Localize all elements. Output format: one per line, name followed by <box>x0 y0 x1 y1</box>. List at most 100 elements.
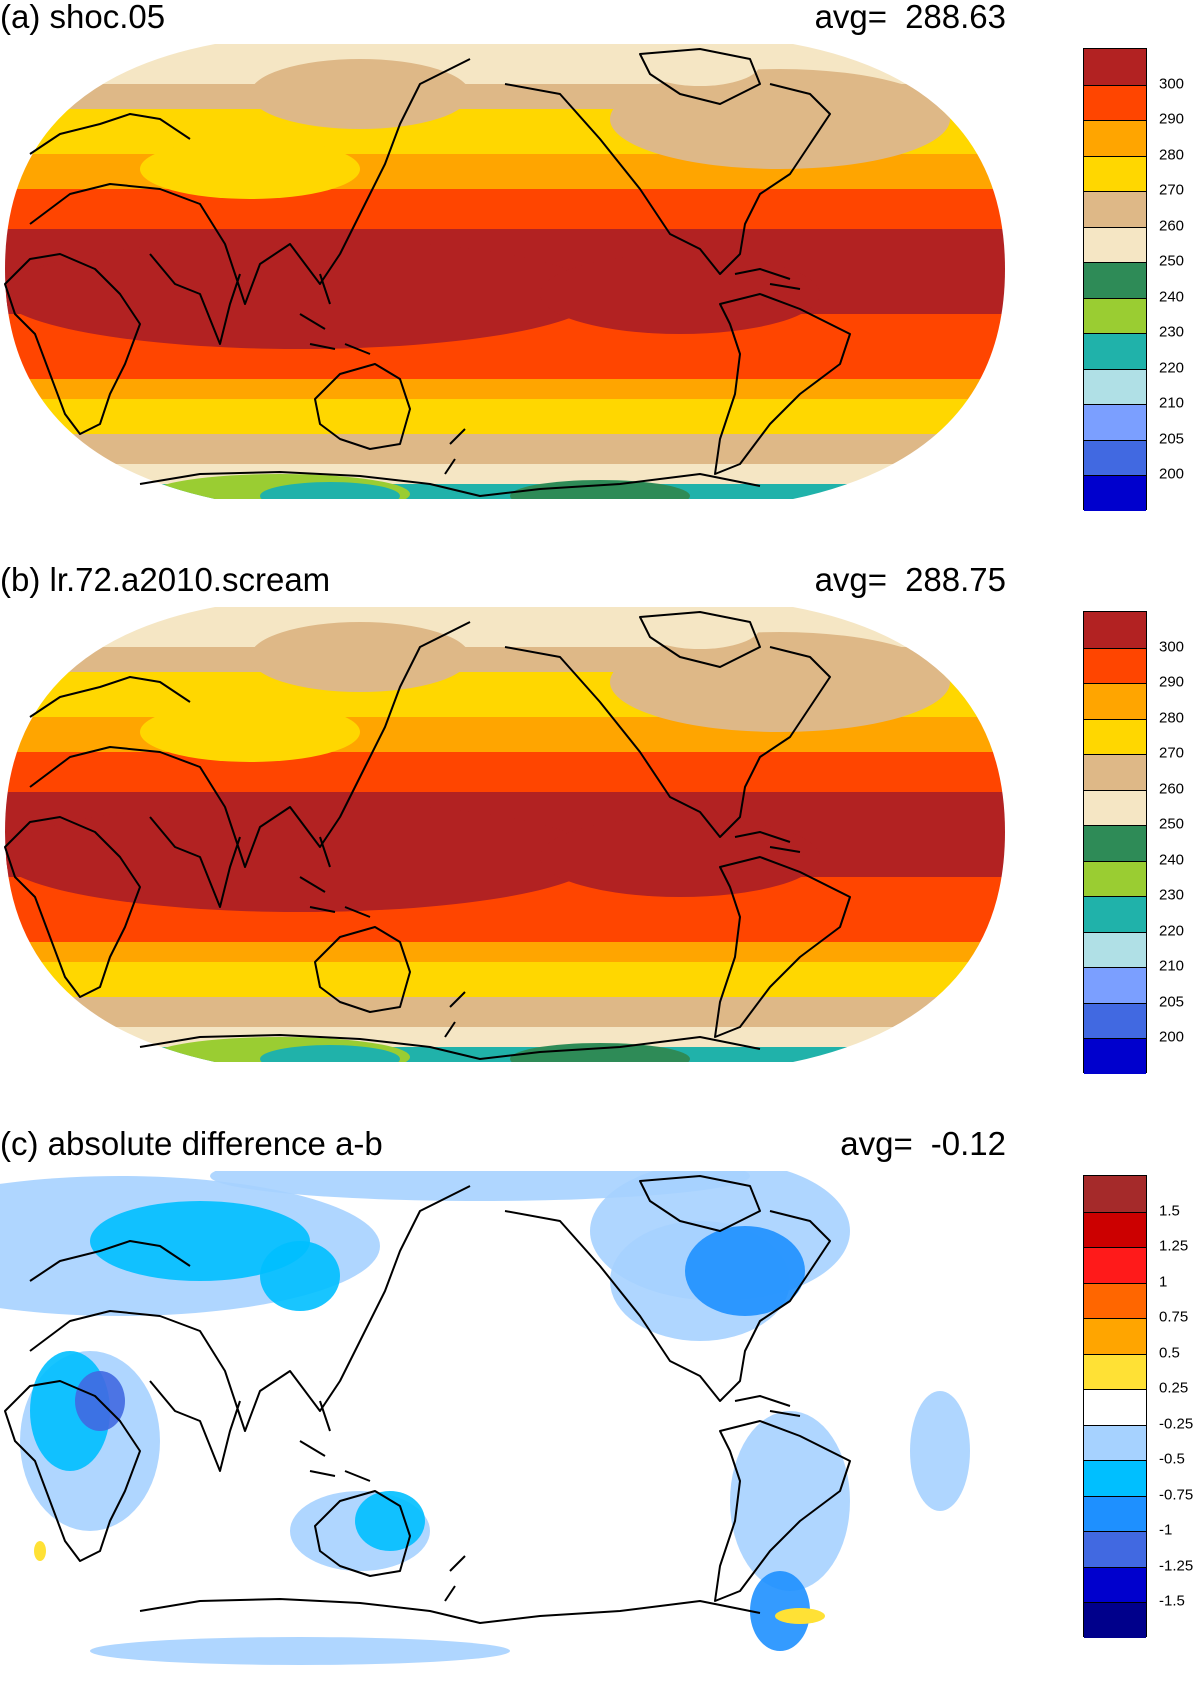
colorbar-label: 1.25 <box>1159 1237 1189 1255</box>
temperature-field <box>5 44 1005 499</box>
coastline <box>29 113 191 155</box>
colorbar-label: 270 <box>1159 181 1185 199</box>
cold-land-patch <box>250 59 470 129</box>
colorbar-label: 200 <box>1159 465 1185 483</box>
coastlines <box>4 611 851 1060</box>
colorbar-swatch <box>1084 1247 1146 1283</box>
colorbar-label: 220 <box>1159 922 1185 940</box>
colorbar-swatch <box>1084 718 1146 755</box>
coastline <box>314 1490 411 1577</box>
panel-c-average: avg= -0.12 <box>840 1125 1006 1163</box>
cold-land-patch <box>610 69 950 169</box>
colorbar-swatch <box>1084 754 1146 790</box>
colorbar-label: 250 <box>1159 815 1185 833</box>
panel-a-average: avg= 288.63 <box>815 0 1006 36</box>
coastline <box>29 676 191 718</box>
temperature-band <box>5 464 1005 484</box>
temperature-band <box>5 434 1005 464</box>
coastline <box>29 621 471 868</box>
coastline <box>639 611 761 668</box>
colorbar-label: -1.25 <box>1159 1557 1194 1575</box>
colorbar-label: 290 <box>1159 673 1185 691</box>
coastline <box>149 1380 241 1472</box>
coastline <box>4 253 141 435</box>
colorbar-swatch <box>1084 1531 1146 1567</box>
panel-c-map <box>0 1171 970 1665</box>
antarctic-patch <box>260 1045 400 1062</box>
difference-patch <box>90 1637 510 1665</box>
temperature-band <box>5 189 1005 229</box>
colorbar-label: 220 <box>1159 359 1185 377</box>
colorbar-label: -0.25 <box>1159 1415 1194 1433</box>
coastline <box>149 816 241 908</box>
colorbar-swatch <box>1084 967 1146 1003</box>
temperature-field <box>5 607 1005 1062</box>
colorbar-label: 205 <box>1159 993 1185 1011</box>
coastline <box>299 273 371 355</box>
colorbar-swatch <box>1084 931 1146 968</box>
colorbar-swatch <box>1084 1038 1146 1074</box>
colorbar-box <box>1083 48 1147 511</box>
difference-patch <box>90 1201 310 1281</box>
coastline <box>734 268 801 290</box>
colorbar-label: 0.5 <box>1159 1344 1180 1362</box>
colorbar-label: 280 <box>1159 146 1185 164</box>
difference-patch <box>210 1171 750 1201</box>
colorbar-label: 260 <box>1159 780 1185 798</box>
cold-land-patch <box>250 622 470 692</box>
colorbar-swatch <box>1084 1602 1146 1638</box>
panel-a-title: (a) shoc.05 <box>0 0 166 35</box>
temperature-band <box>5 1027 1005 1047</box>
colorbar-label: 250 <box>1159 252 1185 270</box>
coastline <box>504 1210 831 1402</box>
panel-b: (b) lr.72.a2010.scream avg= 288.75 300 290… <box>0 561 1194 1123</box>
colorbar-label: 290 <box>1159 110 1185 128</box>
colorbar-swatch <box>1084 226 1146 263</box>
colorbar-label: 260 <box>1159 217 1185 235</box>
colorbar-swatch <box>1084 860 1146 897</box>
colorbar-label: 300 <box>1159 638 1185 656</box>
colorbar-label: 205 <box>1159 430 1185 448</box>
colorbar-swatch <box>1084 1176 1146 1212</box>
warm-pool-patch <box>540 817 820 897</box>
positive-patch <box>775 1608 825 1624</box>
colorbar-swatch <box>1084 1460 1146 1496</box>
panel-c: (c) absolute difference a-b avg= -0.12 1.… <box>0 1125 1194 1677</box>
coastline <box>299 836 371 918</box>
avg-value: 288.63 <box>905 0 1006 35</box>
coastline <box>4 816 141 998</box>
colorbar-swatch <box>1084 647 1146 684</box>
coastline <box>29 1240 191 1282</box>
panel-a-map <box>4 44 1005 499</box>
temperature-band <box>5 752 1005 792</box>
coastline <box>139 1598 761 1624</box>
difference-patch <box>355 1491 425 1551</box>
colorbar-swatch <box>1084 1211 1146 1248</box>
coastline <box>444 991 466 1038</box>
difference-patch <box>910 1391 970 1511</box>
coastlines <box>4 48 851 497</box>
difference-patch <box>730 1411 850 1591</box>
coastline <box>714 293 851 475</box>
colorbar-swatch <box>1084 789 1146 826</box>
colorbar-label: 1 <box>1159 1273 1168 1291</box>
temperature-band <box>5 379 1005 399</box>
temperature-band <box>5 962 1005 997</box>
difference-patch <box>260 1241 340 1311</box>
positive-patch <box>34 1541 46 1561</box>
panel-b-map <box>4 607 1005 1062</box>
colorbar-swatch <box>1084 896 1146 932</box>
colorbar-swatch <box>1084 1566 1146 1603</box>
coastline <box>299 1400 371 1482</box>
avg-label: avg= <box>814 0 888 35</box>
coastline <box>639 48 761 105</box>
plateau-patch <box>140 139 360 199</box>
ice-patch <box>640 44 760 86</box>
temperature-band <box>5 997 1005 1027</box>
colorbar-label: 210 <box>1159 957 1185 975</box>
colorbar-swatch <box>1084 475 1146 511</box>
coastline <box>314 363 411 450</box>
colorbar-label: 230 <box>1159 886 1185 904</box>
colorbar-label: 0.75 <box>1159 1308 1189 1326</box>
ice-patch <box>640 607 760 649</box>
